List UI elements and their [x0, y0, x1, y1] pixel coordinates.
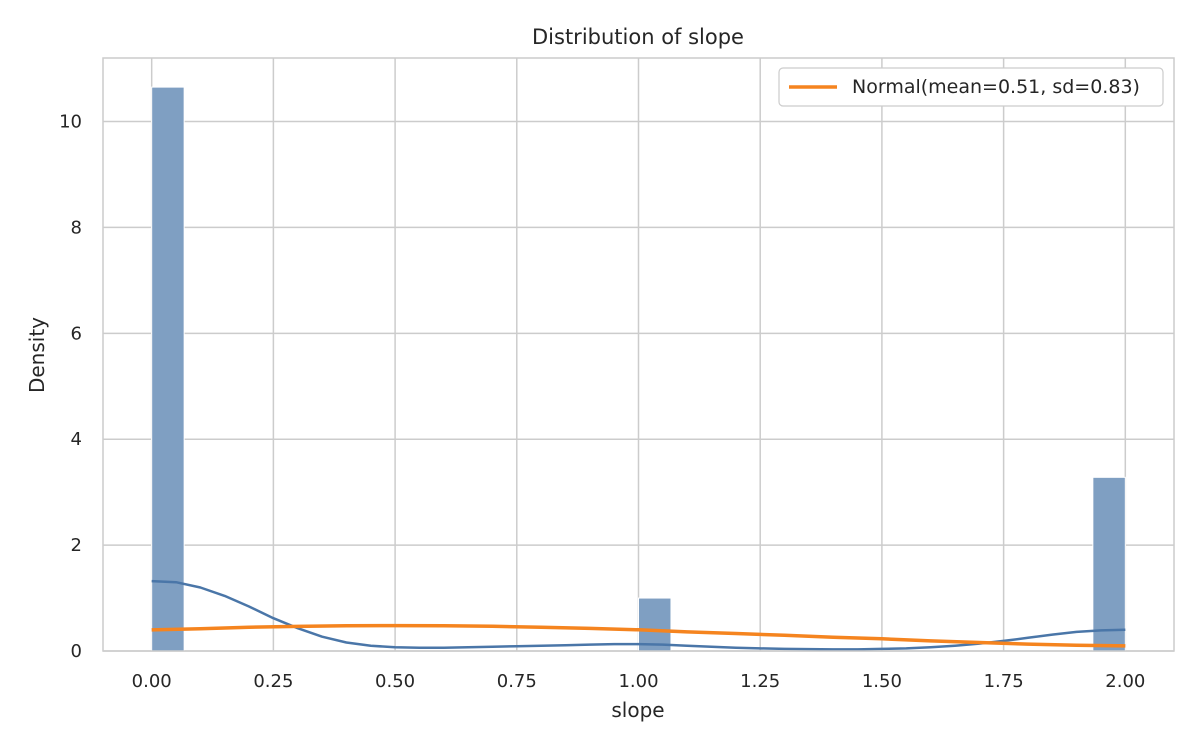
x-tick-label: 1.75	[984, 671, 1024, 692]
x-axis-label: slope	[611, 698, 664, 722]
legend-label-normal: Normal(mean=0.51, sd=0.83)	[852, 76, 1140, 98]
x-tick-label: 0.50	[375, 671, 415, 692]
histogram-bar	[1092, 476, 1126, 652]
density-curves	[151, 579, 1126, 651]
legend: Normal(mean=0.51, sd=0.83)	[778, 67, 1164, 107]
plot-frame	[102, 57, 1175, 652]
kde-curve	[151, 579, 1126, 651]
histogram-bars	[151, 86, 1126, 652]
x-tick-label: 2.00	[1105, 671, 1145, 692]
x-tick-label: 1.25	[740, 671, 780, 692]
y-tick-label: 2	[71, 535, 82, 556]
y-tick-label: 6	[71, 323, 82, 344]
normal-fit-curve	[151, 623, 1126, 648]
x-tick-labels: 0.00 0.25 0.50 0.75 1.00 1.25 1.50 1.75 2.00	[132, 671, 1146, 692]
y-tick-label: 4	[71, 429, 82, 450]
x-tick-label: 0.00	[132, 671, 172, 692]
y-tick-labels: 0 2 4 6 8 10	[59, 112, 82, 662]
legend-box	[778, 67, 1164, 107]
chart-title: Distribution of slope	[532, 25, 744, 49]
y-tick-label: 0	[71, 641, 82, 662]
x-tick-label: 1.00	[618, 671, 658, 692]
x-tick-label: 0.25	[253, 671, 293, 692]
y-axis-label: Density	[25, 317, 49, 393]
x-tick-label: 1.50	[862, 671, 902, 692]
histogram-bar	[638, 597, 672, 652]
x-tick-label: 0.75	[497, 671, 537, 692]
y-tick-label: 8	[71, 217, 82, 238]
histogram-bar	[151, 86, 185, 652]
y-tick-label: 10	[59, 112, 82, 133]
